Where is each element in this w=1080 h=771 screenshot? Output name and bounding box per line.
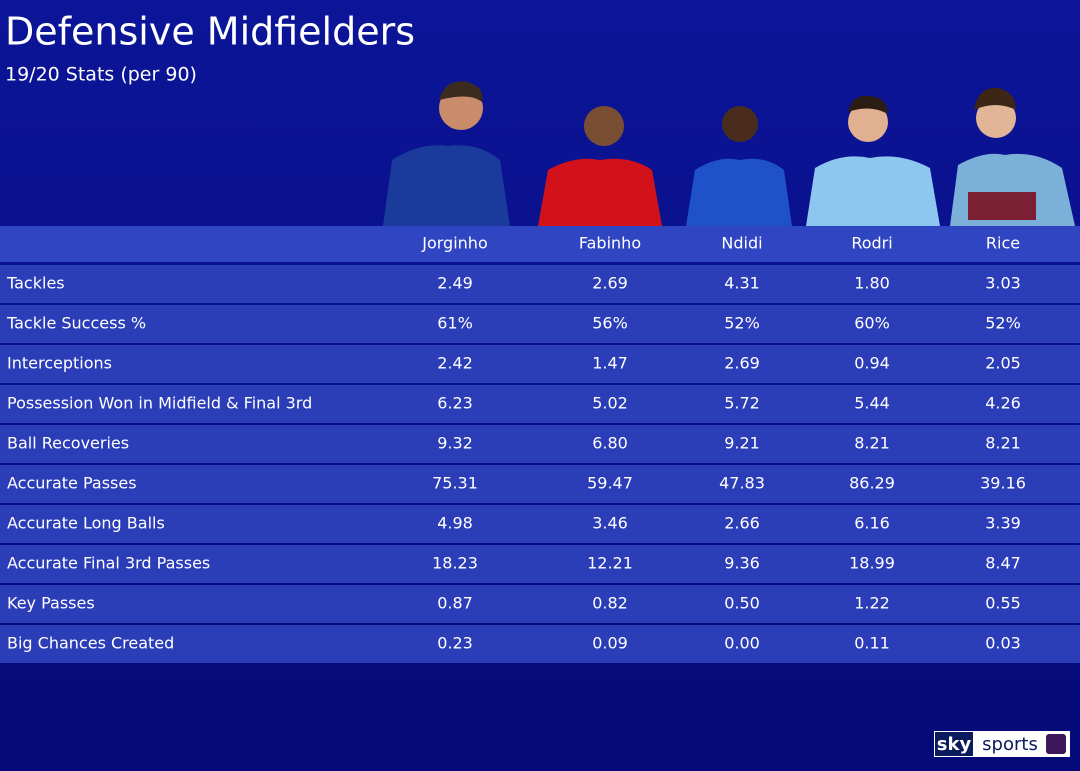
row-label: Possession Won in Midfield & Final 3rd: [7, 394, 312, 413]
stat-value: 86.29: [849, 474, 895, 493]
stat-value: 9.32: [437, 434, 473, 453]
logo-brand: sky: [937, 734, 972, 755]
logo-product: sports: [982, 734, 1038, 755]
column-header: Rice: [986, 234, 1020, 253]
table-row: [0, 385, 1080, 423]
stat-value: 60%: [854, 314, 890, 333]
player-photo: [806, 95, 940, 226]
subtitle: 19/20 Stats (per 90): [5, 64, 197, 86]
table-row: [0, 465, 1080, 503]
stat-value: 3.03: [985, 274, 1021, 293]
stat-value: 2.42: [437, 354, 473, 373]
stats-table: Jorginho Fabinho Ndidi Rodri Rice Tackles 2.49…: [0, 226, 1080, 663]
stat-value: 8.21: [854, 434, 890, 453]
stat-value: 52%: [724, 314, 760, 333]
row-label: Accurate Passes: [7, 474, 137, 493]
stat-value: 18.99: [849, 554, 895, 573]
player-photo: [686, 106, 792, 226]
row-label: Tackles: [6, 274, 65, 293]
stat-value: 5.72: [724, 394, 760, 413]
stat-value: 4.26: [985, 394, 1021, 413]
header-row: [0, 226, 1080, 262]
row-label: Tackle Success %: [6, 314, 146, 333]
stat-value: 0.55: [985, 594, 1021, 613]
stat-value: 8.21: [985, 434, 1021, 453]
stat-value: 0.11: [854, 634, 890, 653]
player-photos: [383, 81, 1075, 226]
stat-value: 3.46: [592, 514, 628, 533]
stat-value: 9.36: [724, 554, 760, 573]
stat-value: 4.98: [437, 514, 473, 533]
stat-value: 2.49: [437, 274, 473, 293]
stat-value: 0.03: [985, 634, 1021, 653]
row-label: Key Passes: [7, 594, 95, 613]
stat-value: 1.47: [592, 354, 628, 373]
table-row: [0, 585, 1080, 623]
table-row: [0, 545, 1080, 583]
stat-value: 0.87: [437, 594, 473, 613]
stat-value: 12.21: [587, 554, 633, 573]
sky-sports-logo: sky sports: [934, 731, 1070, 757]
column-header: Ndidi: [721, 234, 762, 253]
stat-value: 75.31: [432, 474, 478, 493]
stat-value: 0.94: [854, 354, 890, 373]
stat-value: 0.23: [437, 634, 473, 653]
stat-value: 0.50: [724, 594, 760, 613]
column-header: Rodri: [851, 234, 892, 253]
stat-value: 6.16: [854, 514, 890, 533]
stat-value: 61%: [437, 314, 473, 333]
table-row: [0, 305, 1080, 343]
stat-value: 2.69: [724, 354, 760, 373]
row-label: Accurate Long Balls: [7, 514, 165, 533]
table-row: [0, 625, 1080, 663]
stat-value: 2.05: [985, 354, 1021, 373]
row-label: Accurate Final 3rd Passes: [7, 554, 210, 573]
title: Defensive Midfielders: [5, 10, 415, 54]
column-header: Jorginho: [421, 234, 487, 253]
player-photo: [538, 106, 662, 226]
stat-value: 6.80: [592, 434, 628, 453]
stat-value: 47.83: [719, 474, 765, 493]
row-label: Interceptions: [7, 354, 112, 373]
table-row: [0, 345, 1080, 383]
stat-value: 0.09: [592, 634, 628, 653]
stat-value: 6.23: [437, 394, 473, 413]
stat-value: 5.44: [854, 394, 890, 413]
stat-value: 9.21: [724, 434, 760, 453]
stat-value: 5.02: [592, 394, 628, 413]
stat-value: 39.16: [980, 474, 1026, 493]
table-row: [0, 505, 1080, 543]
player-photo: [383, 81, 510, 226]
table-row: [0, 425, 1080, 463]
player-photo: [950, 87, 1075, 226]
stat-value: 3.39: [985, 514, 1021, 533]
row-label: Ball Recoveries: [7, 434, 129, 453]
stat-value: 2.69: [592, 274, 628, 293]
stat-value: 56%: [592, 314, 628, 333]
stat-value: 18.23: [432, 554, 478, 573]
column-header: Fabinho: [579, 234, 641, 253]
row-label: Big Chances Created: [7, 634, 174, 653]
stat-value: 8.47: [985, 554, 1021, 573]
stat-value: 0.00: [724, 634, 760, 653]
table-row: [0, 265, 1080, 303]
stat-value: 1.80: [854, 274, 890, 293]
stat-value: 0.82: [592, 594, 628, 613]
stat-value: 2.66: [724, 514, 760, 533]
stat-value: 52%: [985, 314, 1021, 333]
stat-value: 1.22: [854, 594, 890, 613]
stat-value: 59.47: [587, 474, 633, 493]
stat-value: 4.31: [724, 274, 760, 293]
